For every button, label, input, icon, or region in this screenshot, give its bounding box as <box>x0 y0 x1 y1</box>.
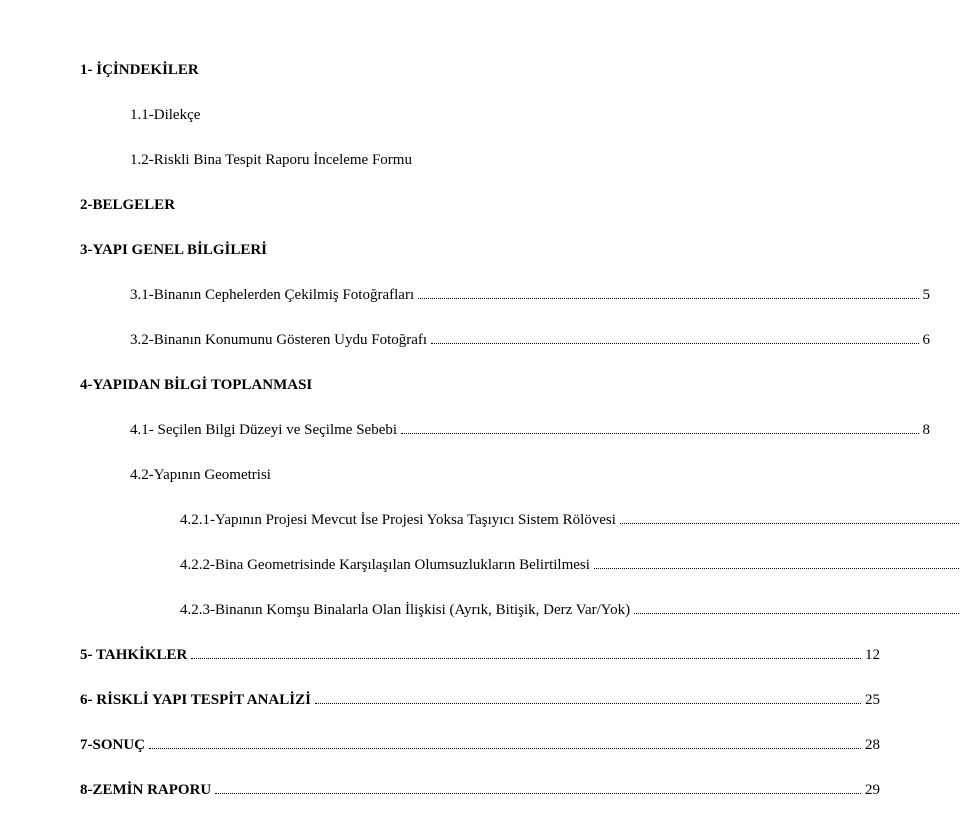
toc-label: 8-ZEMİN RAPORU <box>80 780 211 801</box>
toc-item-4-2-1: 4.2.1-Yapının Projesi Mevcut İse Projesi… <box>80 510 960 531</box>
toc-item-4-2-3: 4.2.3-Binanın Komşu Binalarla Olan İlişk… <box>80 600 960 621</box>
toc-item-7: 7-SONUÇ 28 <box>80 735 880 756</box>
section-2-title: 2-BELGELER <box>80 195 880 216</box>
toc-label: 5- TAHKİKLER <box>80 645 187 666</box>
toc-dots <box>215 793 861 794</box>
toc-item-8: 8-ZEMİN RAPORU 29 <box>80 780 880 801</box>
toc-dots <box>315 703 861 704</box>
section-1-title: 1- İÇİNDEKİLER <box>80 60 880 81</box>
toc-dots <box>431 343 918 344</box>
toc-page: 6 <box>923 330 931 351</box>
toc-label: 4.2.2-Bina Geometrisinde Karşılaşılan Ol… <box>180 555 590 576</box>
toc-item-1-1: 1.1-Dilekçe <box>80 105 880 126</box>
toc-dots <box>149 748 861 749</box>
toc-item-4-2-2: 4.2.2-Bina Geometrisinde Karşılaşılan Ol… <box>80 555 960 576</box>
toc-dots <box>418 298 918 299</box>
toc-item-4-2: 4.2-Yapının Geometrisi <box>80 465 880 486</box>
toc-item-3-1: 3.1-Binanın Cephelerden Çekilmiş Fotoğra… <box>80 285 930 306</box>
toc-dots <box>401 433 918 434</box>
toc-label: 7-SONUÇ <box>80 735 145 756</box>
toc-dots <box>634 613 960 614</box>
toc-label: 3.2-Binanın Konumunu Gösteren Uydu Fotoğ… <box>130 330 427 351</box>
section-4-title: 4-YAPIDAN BİLGİ TOPLANMASI <box>80 375 880 396</box>
toc-page: 28 <box>865 735 880 756</box>
toc-page: 8 <box>923 420 931 441</box>
section-3-title: 3-YAPI GENEL BİLGİLERİ <box>80 240 880 261</box>
toc-item-3-2: 3.2-Binanın Konumunu Gösteren Uydu Fotoğ… <box>80 330 930 351</box>
toc-label: 4.2.3-Binanın Komşu Binalarla Olan İlişk… <box>180 600 630 621</box>
toc-item-6: 6- RİSKLİ YAPI TESPİT ANALİZİ 25 <box>80 690 880 711</box>
toc-dots <box>620 523 960 524</box>
toc-page: 12 <box>865 645 880 666</box>
toc-item-1-2: 1.2-Riskli Bina Tespit Raporu İnceleme F… <box>80 150 880 171</box>
toc-label: 6- RİSKLİ YAPI TESPİT ANALİZİ <box>80 690 311 711</box>
toc-page: 5 <box>923 285 931 306</box>
toc-label: 4.1- Seçilen Bilgi Düzeyi ve Seçilme Seb… <box>130 420 397 441</box>
toc-label: 3.1-Binanın Cephelerden Çekilmiş Fotoğra… <box>130 285 414 306</box>
toc-item-5: 5- TAHKİKLER 12 <box>80 645 880 666</box>
toc-page: 29 <box>865 780 880 801</box>
toc-item-4-1: 4.1- Seçilen Bilgi Düzeyi ve Seçilme Seb… <box>80 420 930 441</box>
toc-dots <box>191 658 861 659</box>
toc-dots <box>594 568 960 569</box>
toc-label: 4.2.1-Yapının Projesi Mevcut İse Projesi… <box>180 510 616 531</box>
toc-page: 25 <box>865 690 880 711</box>
